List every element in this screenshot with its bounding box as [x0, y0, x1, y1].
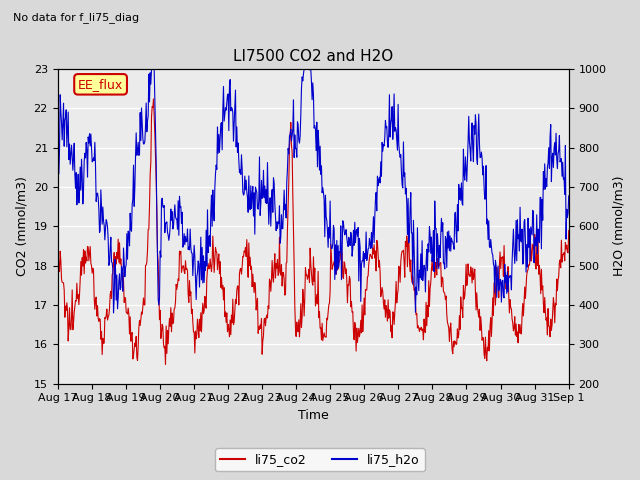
Y-axis label: CO2 (mmol/m3): CO2 (mmol/m3): [15, 176, 28, 276]
Text: No data for f_li75_diag: No data for f_li75_diag: [13, 12, 139, 23]
Y-axis label: H2O (mmol/m3): H2O (mmol/m3): [612, 176, 625, 276]
Text: EE_flux: EE_flux: [78, 78, 124, 91]
Legend: li75_co2, li75_h2o: li75_co2, li75_h2o: [215, 448, 425, 471]
Title: LI7500 CO2 and H2O: LI7500 CO2 and H2O: [233, 48, 393, 63]
X-axis label: Time: Time: [298, 409, 328, 422]
